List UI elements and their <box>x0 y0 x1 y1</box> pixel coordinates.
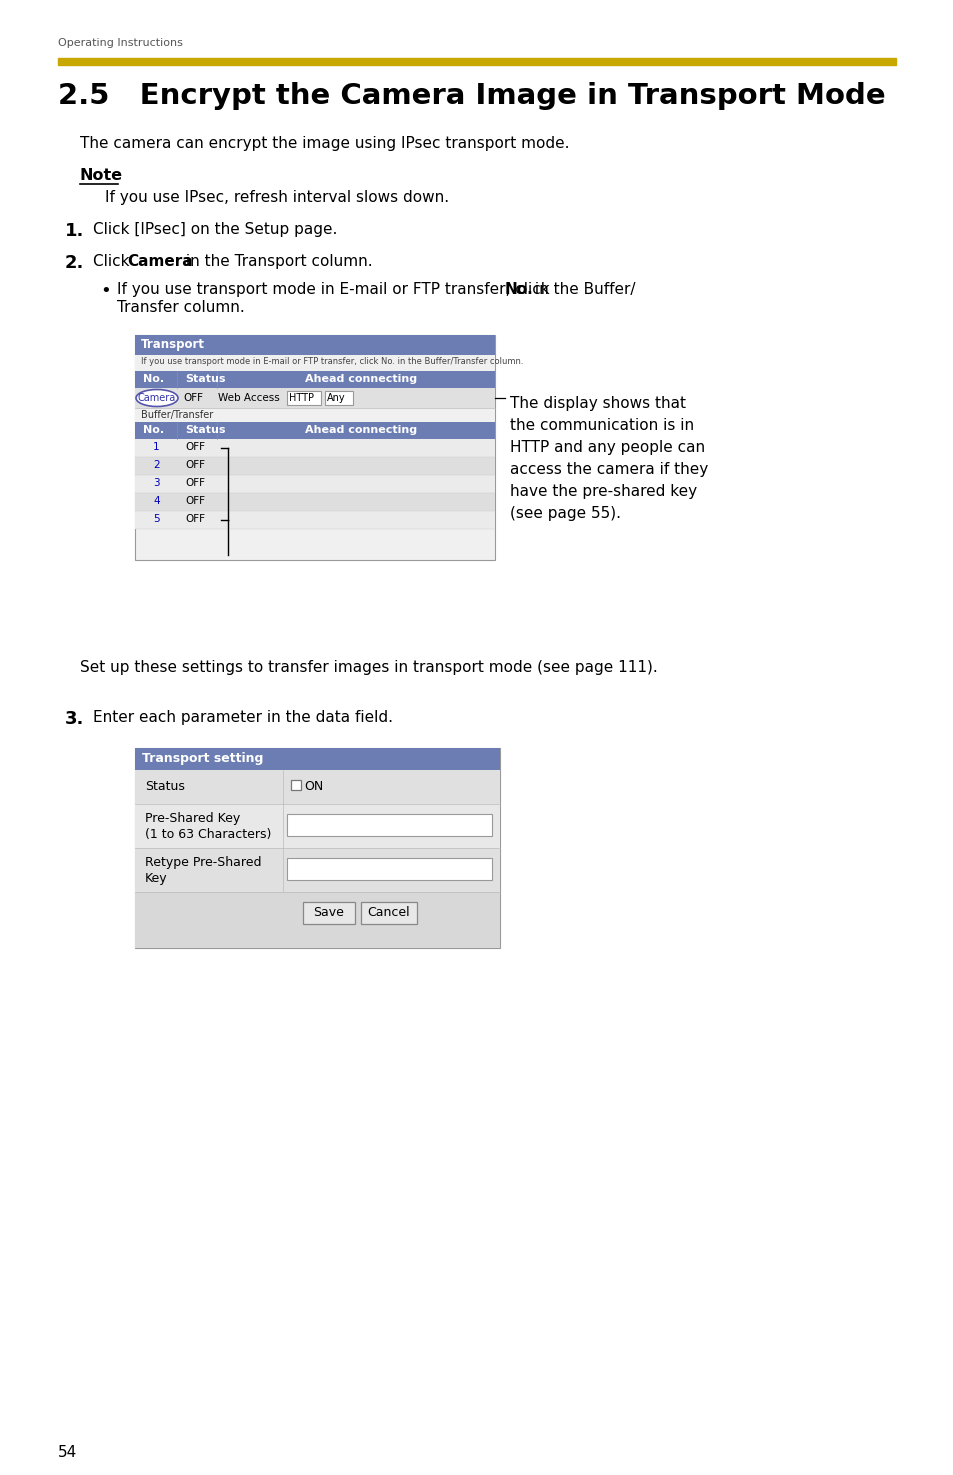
Text: Click: Click <box>92 254 134 268</box>
Bar <box>135 409 495 422</box>
Bar <box>135 892 499 948</box>
Text: 54: 54 <box>58 1446 77 1460</box>
Text: 2.: 2. <box>65 254 84 271</box>
Text: Note: Note <box>80 168 123 183</box>
Text: 1.: 1. <box>65 223 84 240</box>
Text: If you use transport mode in E-mail or FTP transfer, click No. in the Buffer/Tra: If you use transport mode in E-mail or F… <box>141 357 523 366</box>
Text: Camera: Camera <box>127 254 193 268</box>
Bar <box>135 388 495 409</box>
Ellipse shape <box>136 389 178 407</box>
Bar <box>135 335 495 560</box>
Text: Any: Any <box>327 392 345 403</box>
Bar <box>360 903 416 923</box>
Text: (1 to 63 Characters): (1 to 63 Characters) <box>145 827 271 841</box>
Text: No.: No. <box>504 282 533 296</box>
Text: (see page 55).: (see page 55). <box>510 506 620 521</box>
Text: 3.: 3. <box>65 709 84 729</box>
Text: 3: 3 <box>152 478 159 488</box>
Bar <box>135 770 499 804</box>
Text: If you use IPsec, refresh interval slows down.: If you use IPsec, refresh interval slows… <box>105 190 449 205</box>
Text: No.: No. <box>143 425 164 435</box>
Text: Status: Status <box>185 425 225 435</box>
Bar <box>287 858 492 881</box>
Bar <box>135 475 495 493</box>
Text: Operating Instructions: Operating Instructions <box>58 38 183 49</box>
Bar <box>135 372 495 388</box>
Text: Transfer column.: Transfer column. <box>117 299 245 316</box>
Text: Cancel: Cancel <box>367 907 410 919</box>
Text: OFF: OFF <box>185 460 205 471</box>
Text: If you use transport mode in E-mail or FTP transfer, click: If you use transport mode in E-mail or F… <box>117 282 554 296</box>
Bar <box>325 391 353 406</box>
Text: Click [IPsec] on the Setup page.: Click [IPsec] on the Setup page. <box>92 223 337 237</box>
Text: Retype Pre-Shared: Retype Pre-Shared <box>145 855 261 869</box>
Text: have the pre-shared key: have the pre-shared key <box>510 484 697 499</box>
Text: Transport: Transport <box>141 338 205 351</box>
Text: •: • <box>100 282 111 299</box>
Bar <box>303 903 355 923</box>
Bar <box>135 355 495 372</box>
Text: The camera can encrypt the image using IPsec transport mode.: The camera can encrypt the image using I… <box>80 136 569 150</box>
Text: Set up these settings to transfer images in transport mode (see page 111).: Set up these settings to transfer images… <box>80 659 657 676</box>
Text: the communication is in: the communication is in <box>510 417 694 434</box>
Text: 5: 5 <box>152 513 159 524</box>
Text: 2.5   Encrypt the Camera Image in Transport Mode: 2.5 Encrypt the Camera Image in Transpor… <box>58 83 884 111</box>
Text: Save: Save <box>314 907 344 919</box>
Text: Ahead connecting: Ahead connecting <box>305 375 416 384</box>
Bar <box>135 510 495 530</box>
Bar <box>135 493 495 510</box>
Bar <box>135 457 495 475</box>
Text: Buffer/Transfer: Buffer/Transfer <box>141 410 213 420</box>
Bar <box>135 748 499 770</box>
Text: Status: Status <box>185 375 225 384</box>
Text: in the Transport column.: in the Transport column. <box>181 254 373 268</box>
Text: OFF: OFF <box>185 478 205 488</box>
Text: The display shows that: The display shows that <box>510 395 685 412</box>
Text: 1: 1 <box>152 442 159 451</box>
Text: 2: 2 <box>152 460 159 471</box>
Text: No.: No. <box>143 375 164 384</box>
Bar <box>135 440 495 457</box>
Text: Key: Key <box>145 872 168 885</box>
Bar <box>287 391 320 406</box>
Text: HTTP: HTTP <box>289 392 314 403</box>
Bar <box>135 422 495 440</box>
Bar <box>135 848 499 892</box>
Text: OFF: OFF <box>183 392 203 403</box>
Text: Camera: Camera <box>138 392 176 403</box>
Bar <box>287 814 492 836</box>
Text: Web Access: Web Access <box>218 392 279 403</box>
Text: Pre-Shared Key: Pre-Shared Key <box>145 813 240 825</box>
Bar <box>135 804 499 848</box>
Bar <box>291 780 301 791</box>
Text: Ahead connecting: Ahead connecting <box>305 425 416 435</box>
Text: Transport setting: Transport setting <box>142 752 263 766</box>
Bar <box>58 58 895 65</box>
Bar <box>135 748 499 948</box>
Text: 4: 4 <box>152 496 159 506</box>
Text: in the Buffer/: in the Buffer/ <box>530 282 635 296</box>
Text: access the camera if they: access the camera if they <box>510 462 707 476</box>
Text: Status: Status <box>145 780 185 794</box>
Bar <box>135 335 495 355</box>
Text: OFF: OFF <box>185 513 205 524</box>
Text: Enter each parameter in the data field.: Enter each parameter in the data field. <box>92 709 393 726</box>
Text: ON: ON <box>304 780 323 794</box>
Text: OFF: OFF <box>185 442 205 451</box>
Text: HTTP and any people can: HTTP and any people can <box>510 440 704 454</box>
Text: OFF: OFF <box>185 496 205 506</box>
